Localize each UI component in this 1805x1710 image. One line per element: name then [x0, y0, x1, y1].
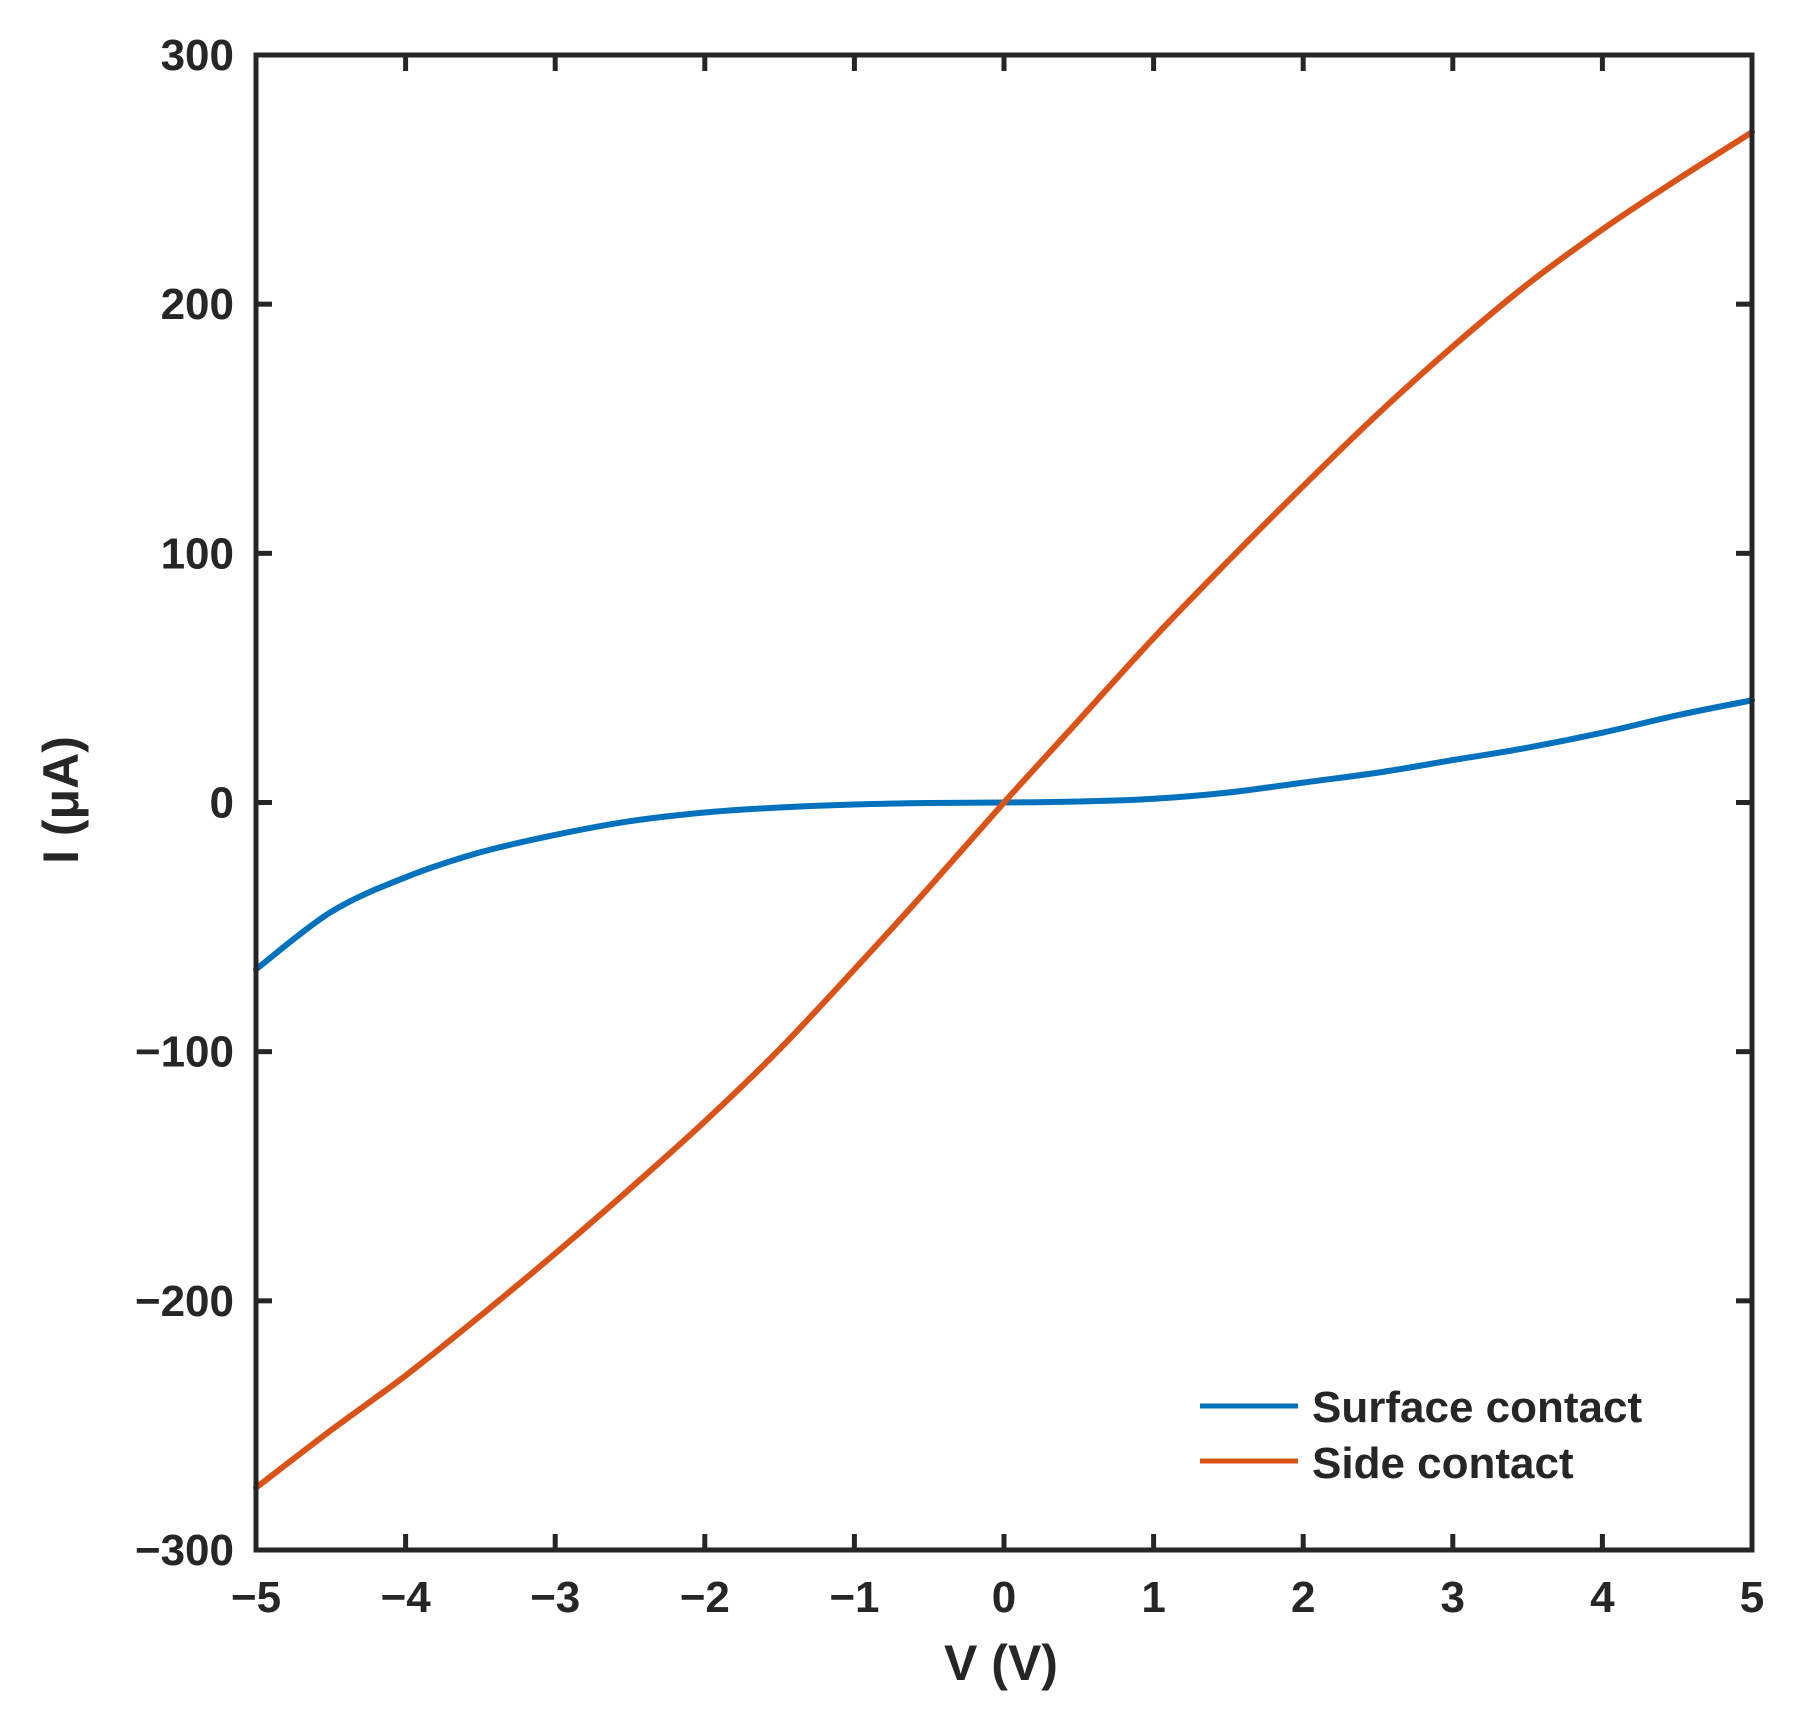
y-tick-label: −200 [135, 1277, 234, 1326]
y-tick-label: 200 [161, 280, 234, 329]
x-tick-label: −4 [381, 1573, 432, 1622]
x-tick-label: 2 [1291, 1573, 1315, 1622]
x-tick-label: −1 [829, 1573, 879, 1622]
x-tick-label: −5 [231, 1573, 281, 1622]
y-tick-label: −100 [135, 1028, 234, 1077]
legend: Surface contact Side contact [1200, 1383, 1642, 1488]
plot-frame [253, 52, 1755, 1553]
y-tick-label: −300 [135, 1526, 234, 1575]
legend-label-side-contact: Side contact [1312, 1439, 1574, 1488]
x-tick-labels: −5 −4 −3 −2 −1 0 1 2 3 4 5 [231, 1573, 1764, 1622]
x-axis-label: V (V) [944, 1635, 1058, 1691]
x-tick-label: 3 [1441, 1573, 1465, 1622]
plot-series [253, 129, 1755, 1491]
y-tick-label: 300 [161, 31, 234, 80]
series-line-side-contact [253, 129, 1755, 1491]
x-tick-label: 1 [1141, 1573, 1165, 1622]
y-tick-labels: −300 −200 −100 0 100 200 300 [135, 31, 234, 1575]
x-tick-label: 0 [992, 1573, 1016, 1622]
x-tick-label: 4 [1590, 1573, 1615, 1622]
x-tick-label: 5 [1740, 1573, 1764, 1622]
x-tick-label: −2 [680, 1573, 730, 1622]
y-tick-label: 100 [161, 529, 234, 578]
x-tick-label: −3 [530, 1573, 580, 1622]
legend-label-surface-contact: Surface contact [1312, 1383, 1642, 1432]
y-tick-label: 0 [210, 779, 234, 828]
y-axis-label: I (μA) [33, 736, 89, 864]
